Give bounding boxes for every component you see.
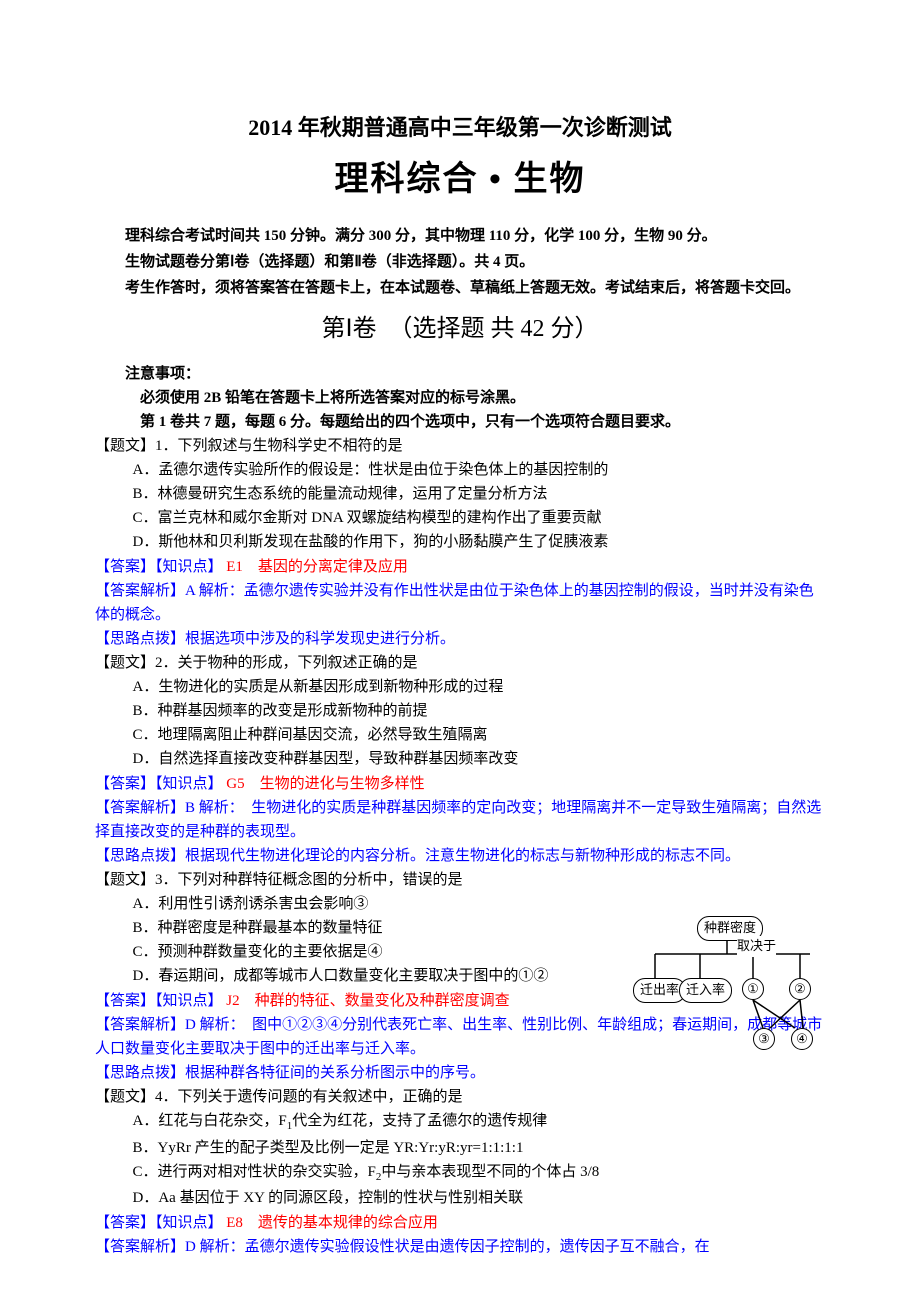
q3-answer-label: 【答案】【知识点】 <box>95 993 223 1009</box>
q4-exp-label: 【答案解析】 <box>95 1239 185 1255</box>
q4-a-pre: A．红花与白花杂交，F <box>133 1113 287 1129</box>
intro-line-2: 生物试题卷分第Ⅰ卷（选择题）和第Ⅱ卷（非选择题）。共 4 页。 <box>95 250 825 274</box>
notice-item-1: 必须使用 2B 铅笔在答题卡上将所选答案对应的标号涂黑。 <box>95 386 825 410</box>
q3-answer-code: J2 种群的特征、数量变化及种群密度调查 <box>226 993 509 1009</box>
q4-a-post: 代全为红花，支持了孟德尔的遗传规律 <box>292 1113 547 1129</box>
q4-option-a: A．红花与白花杂交，F1代全为红花，支持了孟德尔的遗传规律 <box>95 1109 825 1136</box>
q4-explanation: 【答案解析】D 解析：孟德尔遗传实验假设性状是由遗传因子控制的，遗传因子互不融合… <box>95 1235 825 1259</box>
notice-heading: 注意事项： <box>95 362 825 386</box>
exam-title-line1: 2014 年秋期普通高中三年级第一次诊断测试 <box>95 110 825 145</box>
q4-answer: 【答案】【知识点】 E8 遗传的基本规律的综合应用 <box>95 1211 825 1235</box>
intro-line-1: 理科综合考试时间共 150 分钟。满分 300 分，其中物理 110 分，化学 … <box>95 224 825 248</box>
q4-answer-label: 【答案】【知识点】 <box>95 1215 223 1231</box>
q1-explanation: 【答案解析】A 解析：孟德尔遗传实验并没有作出性状是由位于染色体上的基因控制的假… <box>95 579 825 627</box>
q4-c-post: 中与亲本表现型不同的个体占 3/8 <box>381 1164 599 1180</box>
diagram-circle-2: ② <box>789 978 811 1000</box>
q2-exp-text: B 解析： 生物进化的实质是种群基因频率的定向改变；地理隔离并不一定导致生殖隔离… <box>95 800 821 840</box>
q4-answer-code: E8 遗传的基本规律的综合应用 <box>226 1215 438 1231</box>
q4-option-d: D．Aa 基因位于 XY 的同源区段，控制的性状与性别相关联 <box>95 1186 825 1210</box>
q2-tip-label: 【思路点拨】 <box>95 848 185 864</box>
q4-exp-text: D 解析：孟德尔遗传实验假设性状是由遗传因子控制的，遗传因子互不融合，在 <box>185 1239 710 1255</box>
exam-title-line2: 理科综合 • 生物 <box>95 153 825 207</box>
q1-tip-label: 【思路点拨】 <box>95 631 185 647</box>
q2-explanation: 【答案解析】B 解析： 生物进化的实质是种群基因频率的定向改变；地理隔离并不一定… <box>95 796 825 844</box>
q2-answer: 【答案】【知识点】 G5 生物的进化与生物多样性 <box>95 772 825 796</box>
q1-answer: 【答案】【知识点】 E1 基因的分离定律及应用 <box>95 555 825 579</box>
q3-tip: 【思路点拨】根据种群各特征间的关系分析图示中的序号。 <box>95 1061 825 1085</box>
q4-stem: 【题文】4．下列关于遗传问题的有关叙述中，正确的是 <box>95 1085 825 1109</box>
q1-option-d: D．斯他林和贝利斯发现在盐酸的作用下，狗的小肠黏膜产生了促胰液素 <box>95 530 825 554</box>
q1-tip: 【思路点拨】根据选项中涉及的科学发现史进行分析。 <box>95 627 825 651</box>
q3-concept-diagram: 种群密度 取决于 迁出率 迁入率 ① ② ③ ④ <box>635 916 820 1056</box>
notice-item-2: 第 1 卷共 7 题，每题 6 分。每题给出的四个选项中，只有一个选项符合题目要… <box>95 410 825 434</box>
q3-tip-label: 【思路点拨】 <box>95 1065 185 1081</box>
q1-option-c: C．富兰克林和威尔金斯对 DNA 双螺旋结构模型的建构作出了重要贡献 <box>95 506 825 530</box>
diagram-circle-3: ③ <box>753 1028 775 1050</box>
diagram-depends-label: 取决于 <box>737 936 776 957</box>
intro-line-3: 考生作答时，须将答案答在答题卡上，在本试题卷、草稿纸上答题无效。考试结束后，将答… <box>95 276 825 300</box>
q3-tip-text: 根据种群各特征间的关系分析图示中的序号。 <box>185 1065 485 1081</box>
q1-exp-label: 【答案解析】 <box>95 583 185 599</box>
diagram-circle-1: ① <box>742 978 764 1000</box>
q1-answer-label: 【答案】【知识点】 <box>95 559 223 575</box>
q2-tip: 【思路点拨】根据现代生物进化理论的内容分析。注意生物进化的标志与新物种形成的标志… <box>95 844 825 868</box>
q2-exp-label: 【答案解析】 <box>95 800 185 816</box>
section-1-title: 第Ⅰ卷 （选择题 共 42 分） <box>95 310 825 348</box>
q2-option-a: A．生物进化的实质是从新基因形成到新物种形成的过程 <box>95 675 825 699</box>
q1-tip-text: 根据选项中涉及的科学发现史进行分析。 <box>185 631 455 647</box>
q3-option-a: A．利用性引诱剂诱杀害虫会影响③ <box>95 892 825 916</box>
q2-stem: 【题文】2．关于物种的形成，下列叙述正确的是 <box>95 651 825 675</box>
diagram-circle-4: ④ <box>791 1028 813 1050</box>
q3-stem: 【题文】3．下列对种群特征概念图的分析中，错误的是 <box>95 868 825 892</box>
q2-option-c: C．地理隔离阻止种群间基因交流，必然导致生殖隔离 <box>95 723 825 747</box>
q4-c-pre: C．进行两对相对性状的杂交实验，F <box>133 1164 376 1180</box>
q2-option-b: B．种群基因频率的改变是形成新物种的前提 <box>95 699 825 723</box>
q2-answer-label: 【答案】【知识点】 <box>95 776 223 792</box>
q1-option-b: B．林德曼研究生态系统的能量流动规律，运用了定量分析方法 <box>95 482 825 506</box>
diagram-node-in-rate: 迁入率 <box>679 978 732 1003</box>
q1-answer-code: E1 基因的分离定律及应用 <box>226 559 408 575</box>
q4-option-c: C．进行两对相对性状的杂交实验，F2中与亲本表现型不同的个体占 3/8 <box>95 1160 825 1187</box>
q3-exp-label: 【答案解析】 <box>95 1017 185 1033</box>
q1-stem: 【题文】1．下列叙述与生物科学史不相符的是 <box>95 434 825 458</box>
q2-tip-text: 根据现代生物进化理论的内容分析。注意生物进化的标志与新物种形成的标志不同。 <box>185 848 740 864</box>
q1-option-a: A．孟德尔遗传实验所作的假设是：性状是由位于染色体上的基因控制的 <box>95 458 825 482</box>
q2-answer-code: G5 生物的进化与生物多样性 <box>226 776 424 792</box>
q4-option-b: B．YyRr 产生的配子类型及比例一定是 YR:Yr:yR:yr=1:1:1:1 <box>95 1136 825 1160</box>
q2-option-d: D．自然选择直接改变种群基因型，导致种群基因频率改变 <box>95 747 825 771</box>
q1-exp-text: A 解析：孟德尔遗传实验并没有作出性状是由位于染色体上的基因控制的假设，当时并没… <box>95 583 814 623</box>
